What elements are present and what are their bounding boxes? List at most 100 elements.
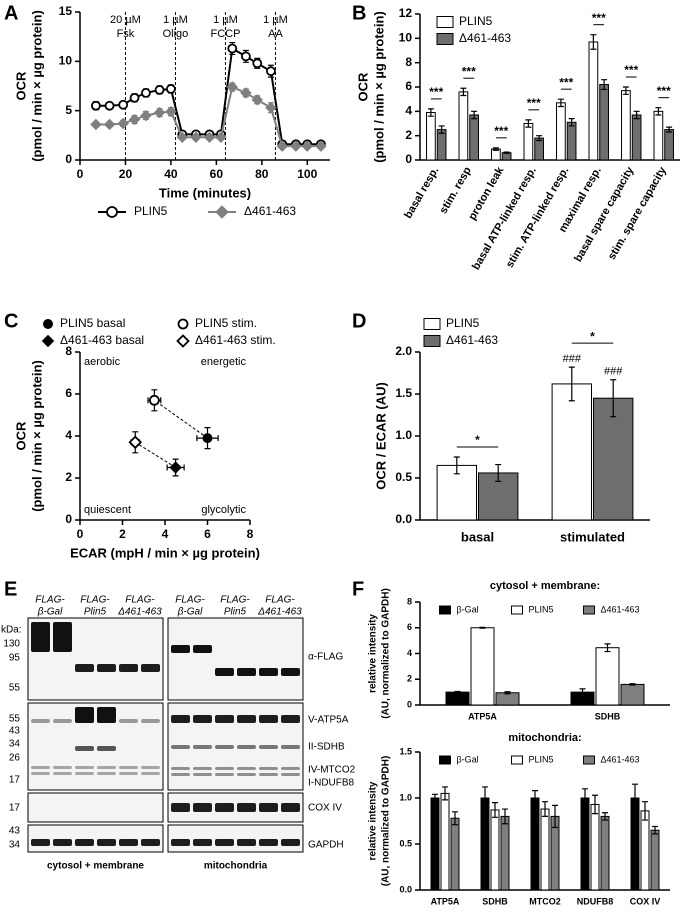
blot-band (75, 772, 94, 775)
blot-frame (167, 792, 304, 823)
kda-marker: 34 (9, 840, 21, 851)
blot-band (215, 773, 234, 776)
bar (445, 691, 470, 706)
error-bar (492, 147, 499, 151)
error-bar (552, 804, 558, 829)
blot-band (75, 664, 94, 672)
y-tick-label: 1.0 (395, 428, 412, 442)
y-tick-label: 2 (65, 470, 72, 484)
blot-band (97, 707, 116, 723)
error-bar (590, 34, 597, 50)
blot-band (97, 766, 116, 769)
marker (128, 113, 141, 126)
error-bar (601, 79, 608, 91)
y-tick-label: 0 (407, 699, 412, 709)
bar (650, 829, 660, 891)
x-tick-label: 6 (204, 527, 211, 541)
blot-band (193, 773, 212, 776)
x-tick-label: basal spare capacity (572, 164, 637, 264)
blot-band (215, 715, 234, 723)
x-tick-label: stim. spare capacity (606, 164, 669, 262)
blot-band (31, 719, 50, 723)
legend-label: β-Gal (457, 604, 479, 614)
kda-marker: 17 (9, 803, 21, 814)
blot-frame (167, 617, 304, 701)
injection-label: Fsk (117, 28, 135, 40)
bar (426, 112, 436, 161)
marker (153, 106, 166, 119)
blot-band (215, 668, 234, 676)
x-tick-label: 40 (164, 167, 178, 181)
error-bar (604, 643, 611, 653)
significance: *** (657, 84, 671, 98)
legend-label: PLIN5 (529, 754, 554, 764)
y-tick-label: 0.0 (399, 884, 412, 894)
x-tick-label: 60 (210, 167, 224, 181)
y-tick-label: 2 (407, 674, 412, 684)
x-tick-label: 80 (255, 167, 269, 181)
y-tick-label: 10 (59, 54, 73, 68)
marker (265, 101, 277, 114)
bar (436, 129, 447, 161)
error-bar (557, 98, 564, 108)
marker (176, 131, 188, 144)
band-label: V-ATP5A (308, 715, 349, 726)
bar (588, 41, 599, 161)
legend-swatch (583, 605, 595, 615)
bar (653, 110, 664, 161)
legend-label: Δ461-463 (459, 31, 511, 45)
y-axis-label: (AU, normalized to GAPDH) (381, 588, 392, 719)
bar (566, 121, 577, 161)
lane-label: β-Gal (37, 607, 63, 618)
legend-label: PLIN5 (529, 604, 554, 614)
error-bar (632, 783, 638, 813)
x-tick-label: ATP5A (431, 896, 460, 906)
blot-band (141, 772, 160, 775)
bar (556, 102, 566, 161)
error-bar (471, 110, 478, 120)
marker (104, 100, 115, 111)
marker (202, 433, 213, 444)
legend-label: PLIN5 basal (60, 316, 125, 330)
blot-band (193, 715, 212, 723)
y-axis-label: OCR (355, 72, 370, 102)
y-axis-label: OCR (13, 71, 28, 101)
bar (440, 792, 450, 891)
marker (215, 131, 227, 144)
band-label: I-NDUFB8 (308, 778, 355, 789)
error-bar (454, 690, 461, 694)
blot-band (237, 715, 256, 723)
quadrant-label: aerobic (84, 356, 121, 368)
blot-frame (27, 792, 164, 823)
blot-band (259, 745, 278, 749)
lane-label: FLAG- (265, 595, 295, 606)
marker (43, 319, 53, 329)
bar (470, 627, 495, 706)
marker (226, 81, 238, 93)
lane-label: FLAG- (35, 595, 65, 606)
y-tick-label: 0 (65, 152, 72, 166)
bar (534, 137, 544, 161)
x-tick-label: stim. resp (437, 165, 474, 216)
injection-label: 1 µM (213, 14, 238, 26)
y-axis-label: (pmol / min × µg protein) (29, 360, 44, 512)
band-label: α-FLAG (308, 652, 343, 663)
x-tick-label: 20 (119, 167, 133, 181)
marker (148, 394, 160, 406)
error-bar (495, 463, 502, 482)
bar (490, 809, 500, 891)
panel-letter: C (4, 310, 18, 332)
blot-band (193, 767, 212, 770)
bar (540, 808, 550, 891)
marker (176, 334, 190, 348)
marker (129, 92, 140, 103)
blot-band (53, 766, 72, 769)
marker (276, 140, 288, 152)
blot-band (171, 645, 190, 653)
bar (593, 397, 634, 521)
bar (450, 817, 460, 891)
lane-label: Δ461-463 (117, 607, 162, 618)
y-tick-label: 4 (407, 648, 412, 658)
blot-band (281, 803, 300, 812)
